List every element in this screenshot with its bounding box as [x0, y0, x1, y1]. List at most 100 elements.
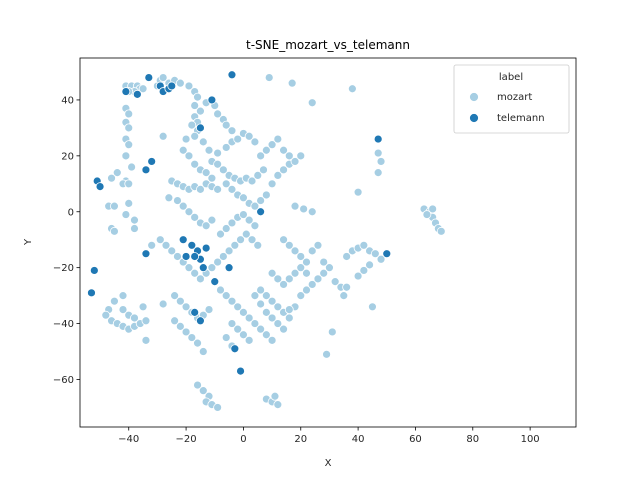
x-tick-label: −40	[118, 434, 139, 445]
data-point-mozart	[193, 338, 202, 348]
data-point-mozart	[319, 257, 329, 267]
data-point-telemann	[178, 235, 188, 245]
data-point-mozart	[181, 134, 191, 144]
data-point-mozart	[284, 151, 294, 161]
data-point-mozart	[173, 252, 182, 261]
data-point-mozart	[342, 282, 352, 292]
data-point-mozart	[287, 78, 297, 88]
data-point-mozart	[124, 179, 134, 189]
data-point-mozart	[365, 260, 374, 270]
data-point-mozart	[239, 307, 248, 317]
data-point-mozart	[239, 330, 248, 340]
legend-label-telemann: telemann	[497, 113, 545, 124]
data-point-mozart	[273, 319, 283, 328]
data-point-mozart	[218, 252, 228, 261]
data-point-mozart	[121, 210, 131, 219]
data-point-mozart	[236, 235, 245, 245]
data-point-mozart	[290, 157, 300, 166]
data-point-mozart	[218, 165, 228, 175]
data-point-mozart	[261, 291, 271, 301]
data-point-mozart	[190, 159, 200, 169]
data-point-mozart	[138, 302, 148, 312]
data-point-mozart	[193, 380, 202, 390]
y-tick-label: −60	[53, 375, 74, 386]
data-point-mozart	[256, 151, 266, 161]
data-point-mozart	[184, 151, 194, 161]
data-point-mozart	[313, 274, 323, 284]
data-point-mozart	[184, 207, 194, 217]
data-point-mozart	[302, 285, 311, 295]
data-point-telemann	[382, 249, 392, 259]
data-point-mozart	[207, 263, 217, 273]
data-point-mozart	[213, 403, 223, 412]
legend: label mozart telemann	[453, 64, 570, 134]
data-point-telemann	[236, 366, 245, 376]
data-point-mozart	[118, 305, 128, 314]
data-point-mozart	[296, 291, 306, 301]
data-point-mozart	[130, 224, 139, 233]
data-point-telemann	[141, 249, 151, 259]
data-point-telemann	[141, 165, 151, 175]
data-point-mozart	[244, 313, 254, 323]
data-point-mozart	[290, 246, 300, 256]
data-point-mozart	[207, 215, 217, 225]
data-point-mozart	[155, 235, 165, 245]
data-point-mozart	[259, 165, 268, 175]
data-point-mozart	[221, 291, 231, 301]
data-point-mozart	[307, 98, 317, 108]
x-tick-label: 40	[352, 434, 365, 445]
plot-frame	[79, 57, 577, 428]
data-point-mozart	[198, 137, 208, 147]
data-point-mozart	[112, 168, 122, 178]
legend-marker-mozart	[469, 92, 479, 102]
data-point-mozart	[241, 229, 251, 239]
data-point-mozart	[244, 215, 254, 225]
data-point-mozart	[296, 252, 306, 261]
data-point-mozart	[322, 349, 331, 359]
data-point-mozart	[227, 184, 237, 194]
data-point-telemann	[256, 207, 266, 217]
data-point-mozart	[130, 313, 139, 323]
data-point-telemann	[132, 89, 142, 99]
data-point-mozart	[161, 240, 171, 250]
data-point-mozart	[339, 291, 349, 301]
data-point-mozart	[213, 257, 223, 267]
data-point-mozart	[279, 235, 288, 245]
data-point-mozart	[353, 187, 363, 197]
data-point-mozart	[190, 101, 200, 110]
data-point-mozart	[190, 212, 200, 222]
data-point-telemann	[207, 95, 217, 105]
legend-box	[453, 64, 570, 134]
data-point-mozart	[124, 198, 134, 208]
data-point-telemann	[167, 81, 177, 91]
data-point-mozart	[244, 335, 254, 345]
data-point-mozart	[178, 201, 188, 211]
x-tick-label: −20	[176, 434, 197, 445]
data-point-mozart	[175, 321, 185, 331]
data-point-mozart	[170, 291, 180, 301]
data-point-mozart	[325, 263, 334, 273]
legend-title: label	[499, 72, 523, 83]
data-point-mozart	[233, 134, 243, 144]
data-point-mozart	[368, 302, 377, 312]
legend-marker-telemann	[469, 113, 479, 123]
data-point-mozart	[247, 176, 257, 186]
data-point-mozart	[124, 140, 134, 150]
data-point-telemann	[181, 252, 191, 261]
data-point-mozart	[299, 204, 309, 214]
data-point-mozart	[213, 148, 223, 158]
x-tick-label: 100	[521, 434, 540, 445]
data-point-mozart	[302, 268, 311, 278]
data-point-mozart	[196, 106, 205, 116]
data-point-mozart	[196, 184, 205, 194]
data-point-mozart	[267, 268, 277, 278]
series-mozart	[101, 73, 446, 412]
data-point-mozart	[428, 204, 438, 214]
data-point-mozart	[178, 145, 188, 155]
y-tick-label: 40	[61, 95, 74, 106]
chart-title: t-SNE_mozart_vs_telemann	[246, 38, 410, 52]
data-point-mozart	[224, 246, 234, 256]
data-point-mozart	[141, 335, 151, 345]
data-point-mozart	[370, 249, 380, 259]
